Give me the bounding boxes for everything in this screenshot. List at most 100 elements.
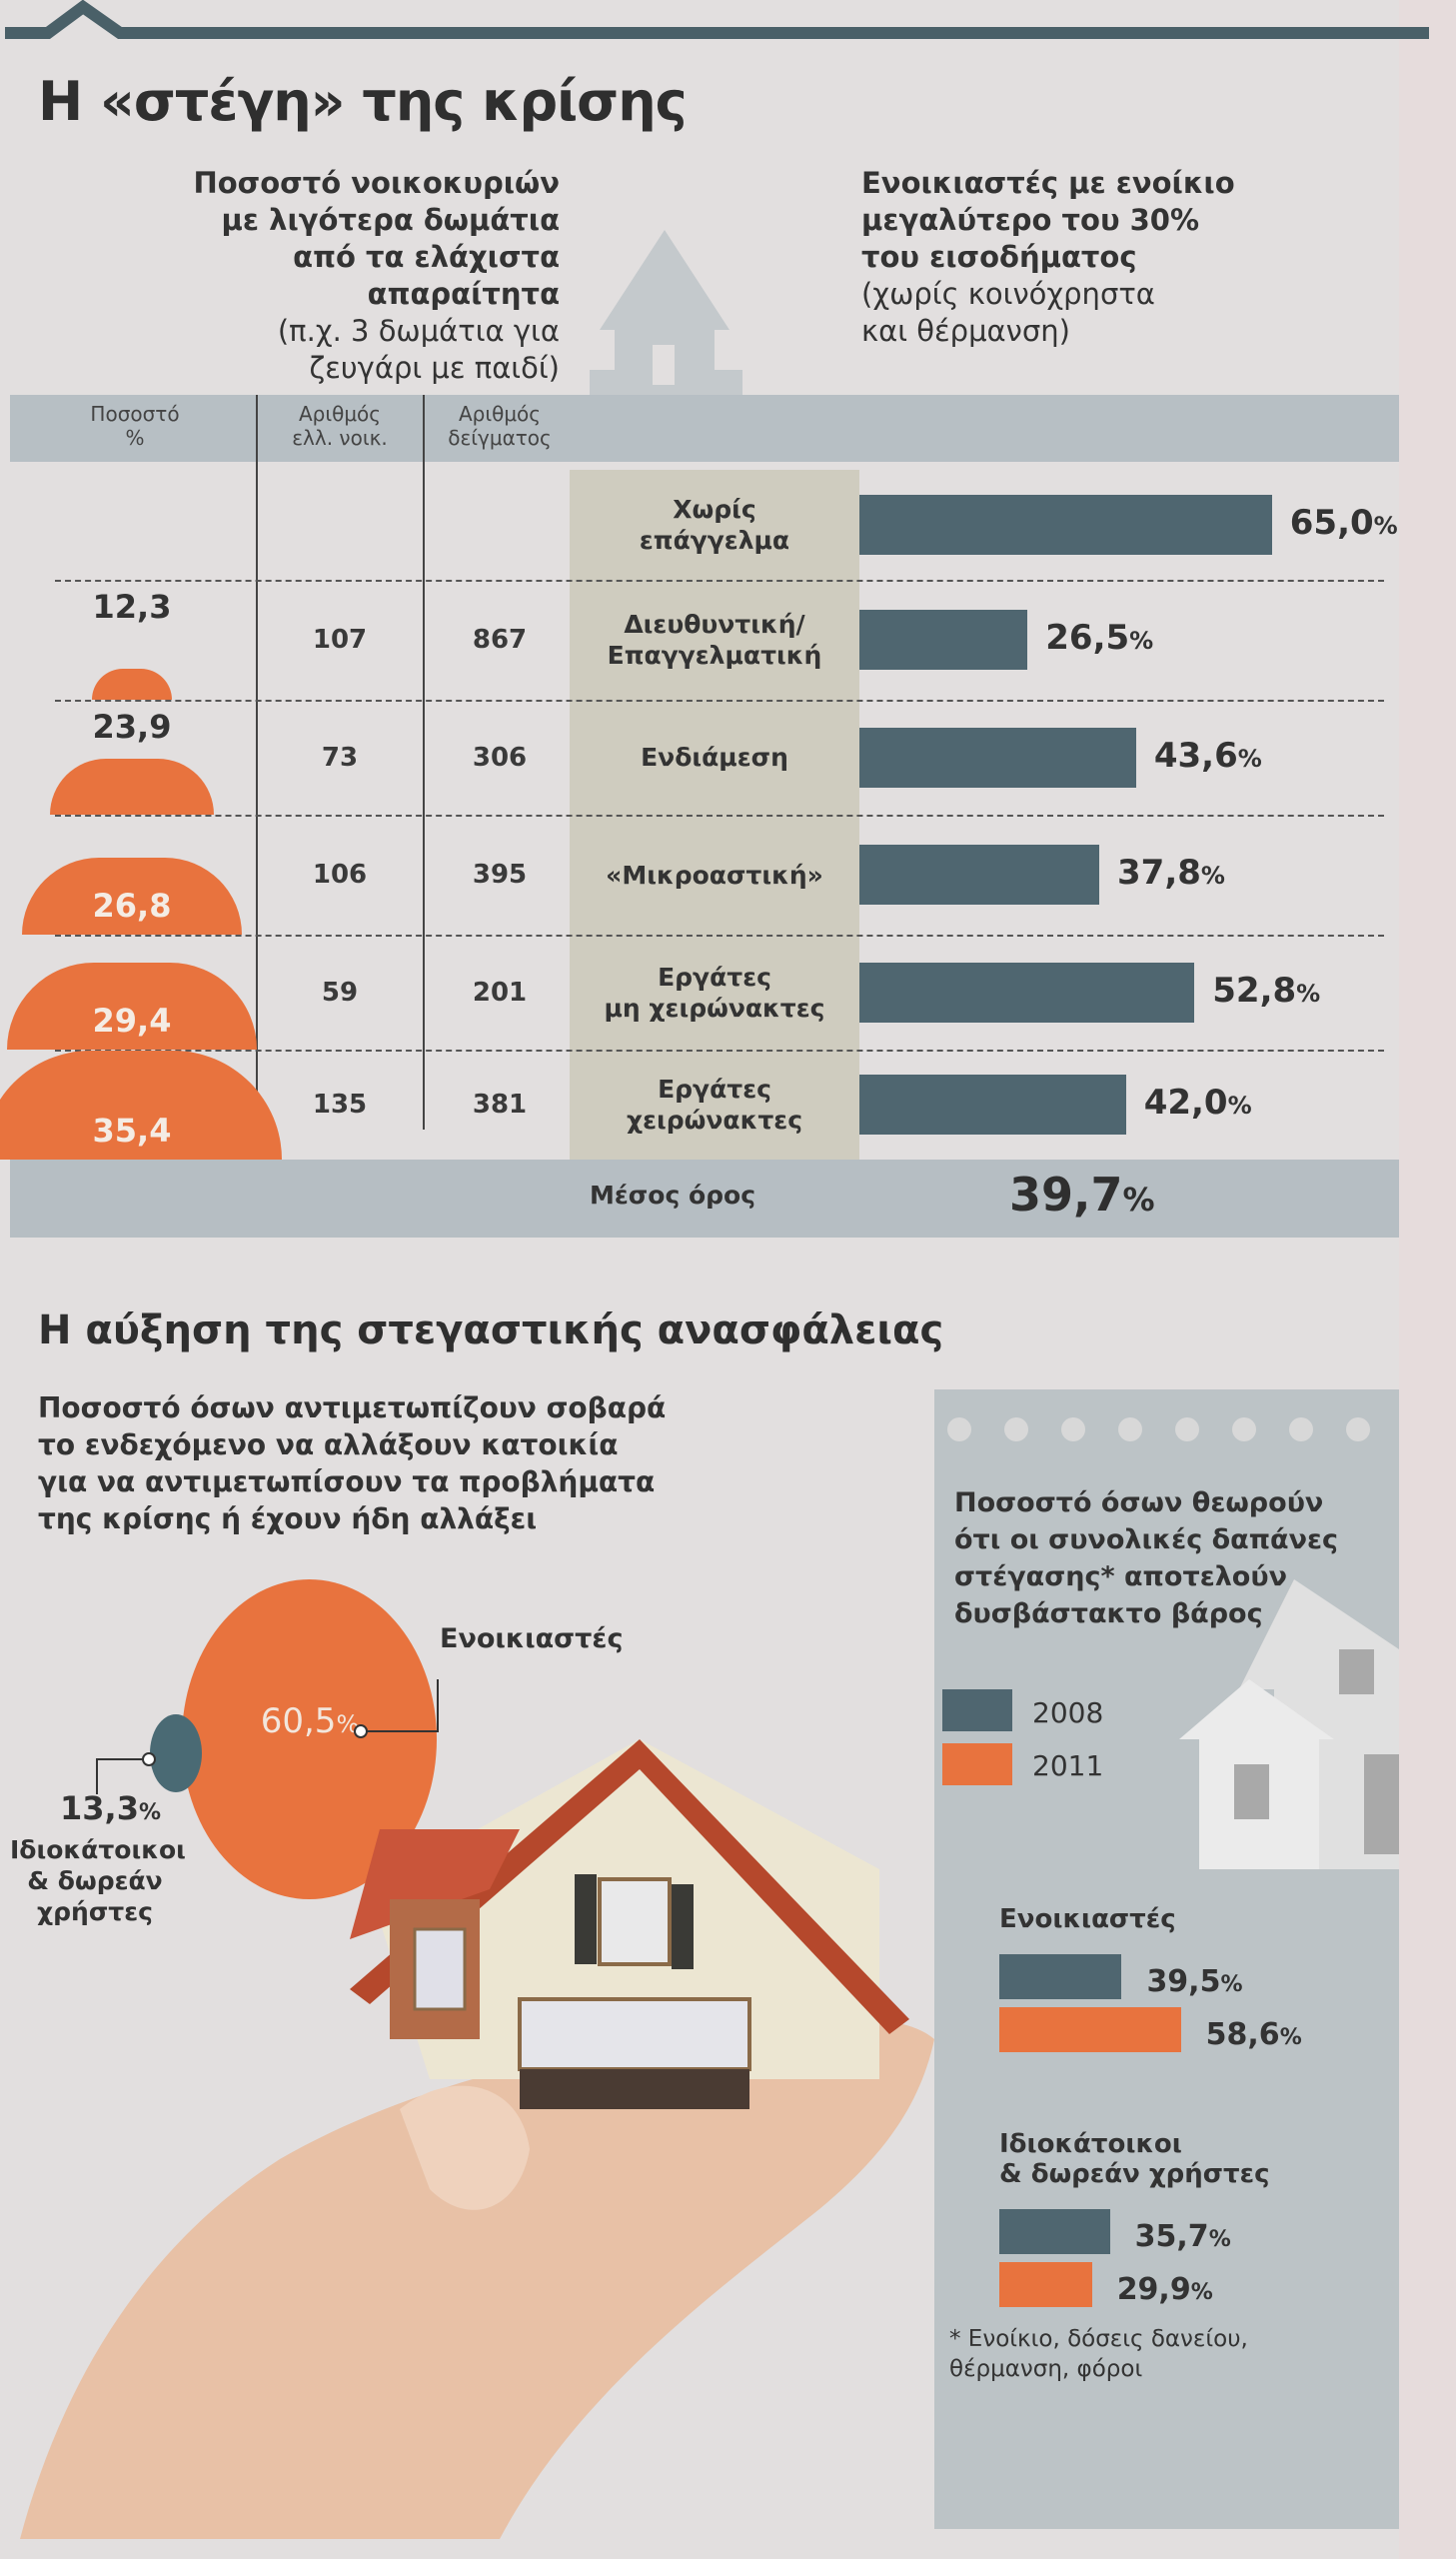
pct-sign: % (1129, 627, 1154, 655)
pct-sign: % (1220, 1972, 1243, 1997)
group-label-line: & δωρεάν χρήστες (999, 2159, 1270, 2189)
legend-swatch-2008 (942, 1689, 1012, 1731)
pct-sign: % (336, 1710, 360, 1738)
cell-percent: 26,8 (92, 887, 172, 925)
panel-hole-dot (947, 1417, 971, 1441)
category-label: Εργάτες χειρώνακτες (570, 1074, 859, 1136)
panel-title-line: ότι οι συνολικές δαπάνες (954, 1524, 1339, 1555)
right-subtitle-line: μεγαλύτερο του 30% (861, 203, 1200, 237)
pct-sign: % (1296, 979, 1321, 1008)
bar-3 (859, 845, 1100, 905)
legend-label-2011: 2011 (1032, 1749, 1104, 1782)
houses-silhouette-icon (1179, 1579, 1399, 1869)
cell-sample: 867 (472, 625, 528, 655)
row-separator (55, 700, 1384, 702)
row-separator (55, 815, 1384, 817)
section2-subtitle-line: το ενδεχόμενο να αλλάξουν κατοικία (38, 1428, 619, 1461)
section1-title: Η «στέγη» της κρίσης (38, 70, 688, 133)
bar-2 (859, 727, 1136, 788)
panel-title-line: Ποσοστό όσων θεωρούν (954, 1487, 1324, 1518)
category-label: Χωρίς επάγγελμα (570, 494, 859, 556)
category-label-line: μη χειρώνακτες (604, 993, 825, 1023)
bar-value-number: 29,9 (1116, 2272, 1191, 2307)
column-header-line: Αριθμός (458, 402, 542, 426)
callout-lines (96, 1679, 439, 1794)
cell-percent: 29,4 (92, 1002, 172, 1040)
right-subtitle-note: και θέρμανση) (861, 314, 1070, 348)
group-label-line: Ενοικιαστές (999, 1904, 1176, 1934)
bar-value-number: 37,8 (1117, 853, 1201, 893)
percent-semicircle (7, 963, 257, 1050)
bar-value-label: 43,6% (1154, 736, 1262, 776)
column-header-percent: Ποσοστό % (60, 402, 210, 450)
legend-swatch-2011 (942, 1743, 1012, 1785)
cell-sample: 201 (472, 977, 528, 1008)
bar-value-number: 58,6 (1205, 2017, 1280, 2052)
owners-bubble-number: 13,3 (60, 1789, 139, 1827)
row-separator (55, 580, 1384, 582)
right-subtitle-line: του εισοδήματος (861, 240, 1137, 274)
cell-households: 59 (321, 977, 359, 1008)
column-divider (423, 395, 425, 1130)
column-header-line: Ποσοστό (90, 402, 180, 426)
bar-value-label: 58,6% (1206, 2017, 1302, 2052)
row-separator (55, 935, 1384, 937)
table-header-band (10, 395, 1399, 462)
owners-bubble-value: 13,3% (60, 1789, 161, 1827)
bar-value-label: 35,7% (1135, 2219, 1231, 2254)
pct-sign: % (1227, 1092, 1252, 1120)
pct-sign: % (1237, 744, 1262, 773)
bar-value-label: 42,0% (1144, 1083, 1252, 1123)
left-subtitle-line: από τα ελάχιστα απαραίτητα (293, 240, 560, 311)
left-subtitle: Ποσοστό νοικοκυριών με λιγότερα δωμάτια … (130, 165, 560, 387)
row-separator (55, 1050, 1384, 1052)
footnote-line: θέρμανση, φόροι (949, 2356, 1143, 2382)
category-label-line: χειρώνακτες (626, 1106, 803, 1135)
bar-0 (859, 495, 1272, 555)
group-label: Ενοικιαστές (999, 1904, 1176, 1934)
cell-households: 135 (312, 1090, 368, 1120)
column-divider (256, 395, 258, 1130)
category-label: Εργάτες μη χειρώνακτες (570, 962, 859, 1024)
section2-subtitle-line: της κρίσης ή έχουν ήδη αλλάξει (38, 1502, 538, 1535)
right-subtitle-line: Ενοικιαστές με ενοίκιο (861, 166, 1235, 200)
house-in-hand-illustration (20, 1739, 934, 2539)
bar-5 (859, 1075, 1126, 1135)
category-label: «Μικροαστική» (570, 860, 859, 891)
bar-value-label: 39,5% (1146, 1964, 1242, 1999)
pct-sign: % (1208, 2227, 1231, 2252)
pct-sign: % (138, 1800, 161, 1825)
bar-value-number: 65,0 (1289, 503, 1374, 543)
left-subtitle-note: (π.χ. 3 δωμάτια για (277, 314, 560, 348)
renters-bubble-value: 60,5% (200, 1701, 420, 1741)
category-label-line: Ενδιάμεση (641, 743, 788, 772)
category-label-line: Εργάτες (658, 1075, 771, 1104)
bar-value-number: 42,0 (1143, 1083, 1228, 1123)
panel-title-line: δυσβάστακτο βάρος (954, 1598, 1263, 1629)
panel-title-line: στέγασης* αποτελούν (954, 1561, 1287, 1592)
cell-percent: 23,9 (92, 708, 172, 746)
bar-value-label: 37,8% (1117, 853, 1225, 893)
category-label: Διευθυντική/Επαγγελματική (570, 609, 859, 671)
panel-title: Ποσοστό όσων θεωρούν ότι οι συνολικές δα… (954, 1484, 1338, 1632)
panel-hole-dot (1289, 1417, 1313, 1441)
pct-sign: % (1279, 2025, 1302, 2050)
left-subtitle-line: με λιγότερα δωμάτια (221, 203, 560, 237)
cell-percent: 35,4 (92, 1112, 172, 1150)
bar-value-label: 65,0% (1290, 503, 1398, 543)
bar-value-label: 52,8% (1212, 971, 1320, 1011)
section2-subtitle-line: Ποσοστό όσων αντιμετωπίζουν σοβαρά (38, 1391, 667, 1424)
pct-sign: % (1200, 862, 1225, 890)
legend-label-2008: 2008 (1032, 1696, 1104, 1729)
panel-hole-dot (1061, 1417, 1085, 1441)
pct-sign: % (1190, 2280, 1213, 2305)
page-margin (1399, 0, 1456, 2559)
cell-sample: 306 (472, 742, 528, 773)
average-value: 39,7% (1009, 1168, 1155, 1222)
owners-label-line: χρήστες (37, 1897, 153, 1926)
bar-value-number: 43,6 (1153, 735, 1238, 776)
right-subtitle: Ενοικιαστές με ενοίκιο μεγαλύτερο του 30… (861, 165, 1341, 350)
cell-households: 73 (321, 742, 359, 773)
right-subtitle-note: (χωρίς κοινόχρηστα (861, 277, 1155, 311)
cell-households: 107 (312, 625, 368, 655)
